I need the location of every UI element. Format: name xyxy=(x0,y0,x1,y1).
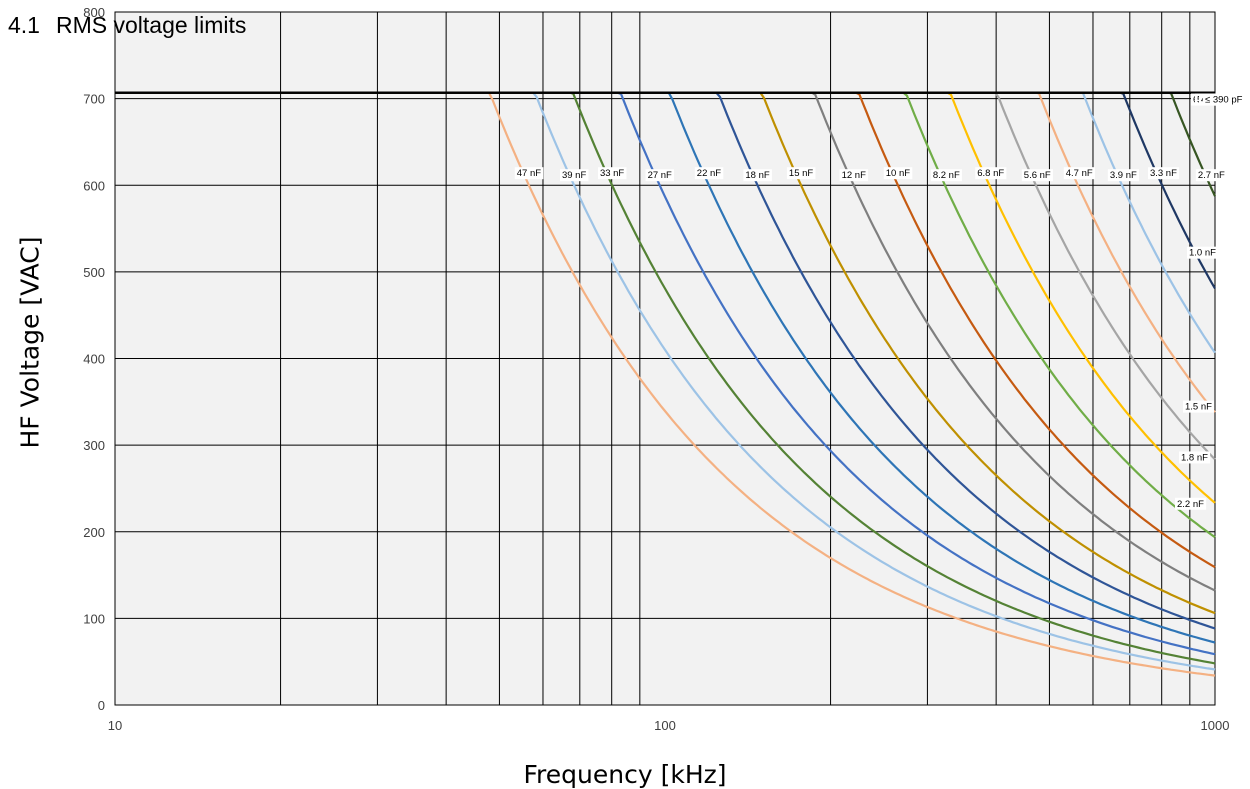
plot-frame xyxy=(114,11,1216,706)
series-label: 6.8 nF xyxy=(975,167,1007,180)
series-label-background xyxy=(975,167,1007,180)
y-tick-label: 600 xyxy=(83,178,105,193)
series-label: 1.0 nF xyxy=(1187,246,1219,259)
y-tick-label: 500 xyxy=(83,265,105,280)
series-label-background xyxy=(514,167,544,180)
series-label: 39 nF xyxy=(559,169,589,182)
series-label-background xyxy=(1107,169,1140,182)
series-label: 10 nF xyxy=(883,167,913,180)
series-label: 1.8 nF xyxy=(1179,451,1211,464)
series-label-text: 1.5 nF xyxy=(1185,402,1212,413)
series-label: 8.2 nF xyxy=(930,169,962,182)
series-label-background xyxy=(559,169,589,182)
y-axis-title: HF Voltage [VAC] xyxy=(15,236,45,449)
y-tick-label: 800 xyxy=(83,5,105,20)
series-label-text: 6.8 nF xyxy=(977,168,1004,179)
series-label-text: 10 nF xyxy=(886,168,910,179)
series-label-background xyxy=(743,169,772,182)
series-label-text: 15 nF xyxy=(789,168,813,179)
series-label-text: 4.7 nF xyxy=(1066,168,1093,179)
series-label-background xyxy=(839,169,869,182)
series-lines xyxy=(115,91,1216,677)
y-tick-label: 400 xyxy=(83,352,105,367)
series-label: 2.7 nF xyxy=(1195,169,1227,182)
series-label: 27 nF xyxy=(645,169,675,182)
series-label-background xyxy=(1175,497,1207,510)
series-label-background xyxy=(1203,93,1245,106)
series-label: 47 nF xyxy=(514,167,544,180)
series-label: ≤ 390 pF xyxy=(1203,93,1245,106)
y-tick-label: 200 xyxy=(83,525,105,540)
series-label-text: 1.0 nF xyxy=(1189,248,1216,259)
series-label-background xyxy=(1021,169,1053,182)
section-title-text: RMS voltage limits xyxy=(55,12,247,38)
series-label: 3.9 nF xyxy=(1107,169,1140,182)
series-label-background xyxy=(1187,246,1219,259)
series-label: 33 nF xyxy=(597,167,627,180)
x-axis-title: Frequency [kHz] xyxy=(523,760,727,789)
series-label: 2.2 nF xyxy=(1175,497,1207,510)
series-label-background xyxy=(930,169,962,182)
series-label: 15 nF xyxy=(786,167,816,180)
x-tick-label: 10 xyxy=(108,718,122,733)
series-label-text: 3.3 nF xyxy=(1150,168,1177,179)
series-label-text: 2.7 nF xyxy=(1198,170,1225,181)
series-label: 5.6 nF xyxy=(1021,169,1053,182)
series-label-text: 8.2 nF xyxy=(933,170,960,181)
series-label-text: 3.9 nF xyxy=(1110,170,1137,181)
series-label: 22 nF xyxy=(694,167,724,180)
series-label-background xyxy=(1179,451,1211,464)
series-label-text: 27 nF xyxy=(648,170,672,181)
series-label-text: 47 nF xyxy=(517,168,541,179)
axis-tick-labels: 0 100 200 300 400 500 600 700 800 10 100 1000 xyxy=(83,5,1229,733)
series-label-text: 33 nF xyxy=(600,168,624,179)
series-label-background xyxy=(883,167,913,180)
series-label-background xyxy=(1195,169,1227,182)
series-label-text: 2.2 nF xyxy=(1177,499,1204,510)
series-label-background xyxy=(1183,400,1215,413)
section-number: 4.1 xyxy=(8,12,40,38)
series-label-background xyxy=(1063,167,1095,180)
series-label-background xyxy=(597,167,627,180)
y-tick-label: 100 xyxy=(83,611,105,626)
y-tick-label: 0 xyxy=(98,698,105,713)
series-label: 3.3 nF xyxy=(1147,167,1180,180)
series-label: 12 nF xyxy=(839,169,869,182)
series-label-text: 1.8 nF xyxy=(1181,452,1208,463)
series-label-background xyxy=(694,167,724,180)
series-labels: 47 nF 39 nF 33 nF 27 nF 22 nF 18 nF 15 nF 12 nF… xyxy=(514,93,1245,510)
series-label: 18 nF xyxy=(743,169,772,182)
series-label-background xyxy=(786,167,816,180)
x-tick-label: 100 xyxy=(654,718,676,733)
series-label-text: 22 nF xyxy=(697,168,721,179)
series-label-text: 39 nF xyxy=(562,170,586,181)
series-label: 4.7 nF xyxy=(1063,167,1095,180)
series-label-text: ≤ 390 pF xyxy=(1205,95,1243,106)
grid-lines xyxy=(114,11,1216,706)
series-label-text: 12 nF xyxy=(842,170,866,181)
series-label-background xyxy=(1147,167,1180,180)
y-tick-label: 300 xyxy=(83,438,105,453)
series-label: 1.5 nF xyxy=(1183,400,1215,413)
x-tick-label: 1000 xyxy=(1201,718,1230,733)
y-tick-label: 700 xyxy=(83,92,105,107)
series-label-background xyxy=(645,169,675,182)
series-label-text: 5.6 nF xyxy=(1024,170,1051,181)
section-heading: 4.1 RMS voltage limits xyxy=(8,12,246,39)
series-label-text: 18 nF xyxy=(745,170,769,181)
